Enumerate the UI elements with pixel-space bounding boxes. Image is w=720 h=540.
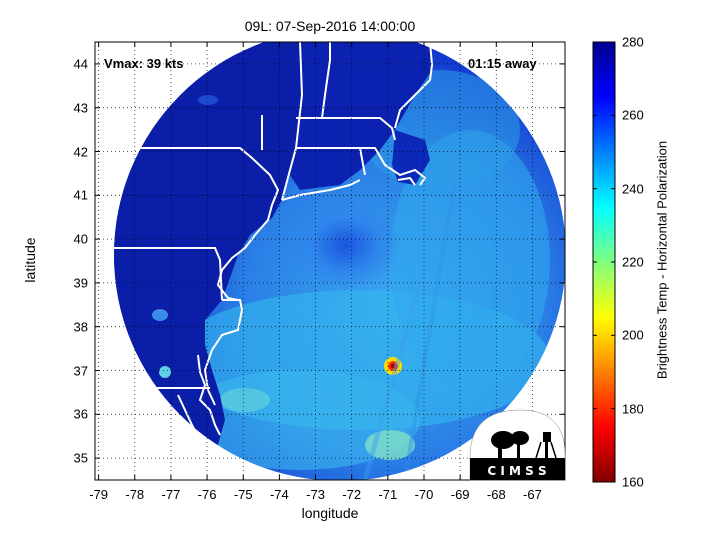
x-tick-label: -71: [378, 487, 398, 502]
logo-text: C I M S S: [487, 464, 546, 478]
x-tick-label: -69: [450, 487, 470, 502]
y-tick-label: 39: [73, 275, 88, 291]
x-tick-label: -70: [414, 487, 434, 502]
axes-frame: [94, 41, 566, 481]
y-tick-label: 36: [73, 406, 88, 422]
cimss-logo: C I M S S: [469, 409, 566, 481]
y-axis-label: latitude: [22, 237, 38, 283]
colorbar-tick-label: 260: [622, 107, 644, 123]
colorbar-tick-label: 160: [622, 474, 644, 490]
x-tick-label: -79: [89, 487, 109, 502]
x-tick-label: -75: [233, 487, 253, 502]
colorbar-tick-label: 220: [622, 254, 644, 270]
x-tick-label: -67: [523, 487, 542, 502]
colorbar-tick-label: 200: [622, 327, 644, 343]
coastlines: [95, 42, 434, 456]
x-tick-label: -72: [342, 487, 362, 502]
chart-title: 09L: 07-Sep-2016 14:00:00: [244, 18, 416, 34]
y-tick-label: 38: [73, 319, 88, 335]
colorbar-tick-label: 280: [622, 34, 644, 50]
y-tick-label: 37: [73, 363, 88, 378]
y-tick-label: 43: [73, 100, 88, 116]
y-tick-label: 44: [73, 56, 88, 72]
x-tick-label: -73: [306, 487, 325, 502]
colorbar-tick-label: 180: [622, 401, 644, 417]
x-tick-label: -68: [486, 487, 506, 502]
y-tick-label: 35: [73, 450, 88, 466]
colorbar-label: Brightness Temp - Horizontal Polarizatio…: [654, 140, 670, 380]
vmax-annotation: Vmax: 39 kts: [104, 56, 184, 71]
time-away-annotation: 01:15 away: [468, 56, 537, 71]
x-tick-label: -78: [125, 487, 145, 502]
y-tick-label: 41: [73, 187, 88, 203]
y-tick-label: 40: [73, 231, 88, 247]
colorbar-tick-label: 240: [622, 181, 644, 197]
x-tick-label: -77: [161, 487, 181, 502]
colorbar-ticks: [593, 41, 615, 483]
x-axis-label: longitude: [301, 505, 359, 521]
x-tick-label: -74: [269, 487, 289, 502]
y-tick-label: 42: [73, 144, 88, 159]
x-tick-label: -76: [197, 487, 217, 502]
